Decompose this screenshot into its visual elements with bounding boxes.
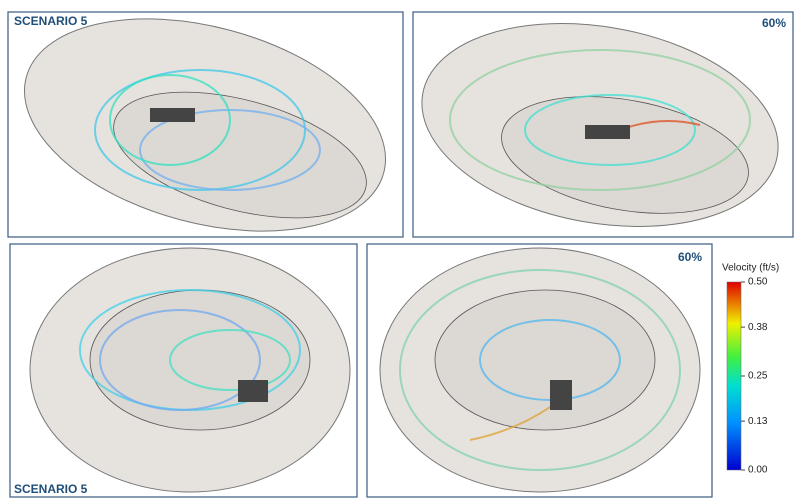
colorbar-tick-label: 0.50 [748,277,768,288]
panel: 60% [367,244,712,497]
basin-floor [435,290,655,430]
colorbar-tick-label: 0.38 [748,322,768,333]
figure: SCENARIO 5 60% SCENARIO 5 60% Velocity [0,0,798,501]
colorbar-tick-label: 0.00 [748,465,768,476]
diffuser [238,380,268,402]
panel-label: 60% [678,250,702,264]
panel: SCENARIO 5 [10,244,357,497]
panel-label: SCENARIO 5 [14,14,88,28]
colorbar-scale [727,282,741,470]
diffuser [550,380,572,410]
panel-label: 60% [762,16,786,30]
panel: SCENARIO 5 [1,0,409,268]
diffuser [585,125,630,139]
colorbar-title: Velocity (ft/s) [722,263,779,274]
colorbar: Velocity (ft/s) 0.00 0.13 0.25 0.38 0.50 [722,263,779,476]
diffuser [150,108,195,122]
colorbar-tick-label: 0.25 [748,371,768,382]
colorbar-tick-label: 0.13 [748,416,768,427]
panel-label: SCENARIO 5 [14,482,88,496]
panel: 60% [406,0,795,253]
